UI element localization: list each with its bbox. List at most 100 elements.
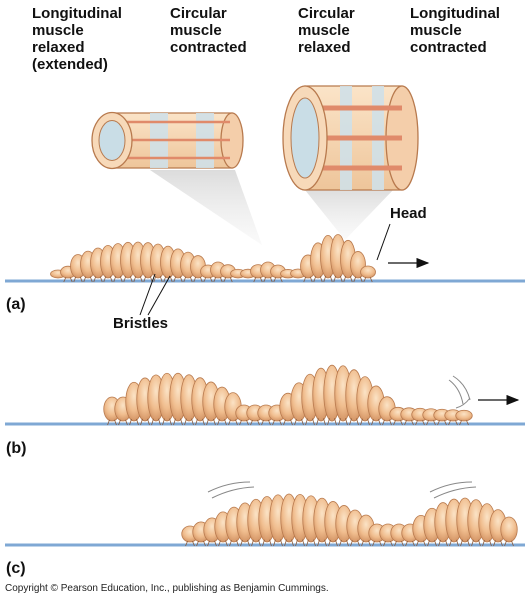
bristle	[382, 419, 385, 426]
muscle-tube-extended	[91, 111, 244, 170]
worm-segment	[455, 409, 473, 422]
bristle	[456, 539, 459, 547]
bristle	[258, 539, 261, 547]
bristle	[290, 419, 293, 426]
bristle	[247, 539, 250, 547]
bristle	[390, 540, 393, 547]
bristle	[349, 418, 352, 426]
bristle	[305, 418, 308, 426]
bristle	[422, 420, 425, 426]
bristle	[434, 540, 437, 547]
bristle	[224, 419, 227, 426]
label-longitudinal-contracted: Longitudinal muscle contracted	[410, 5, 500, 56]
bristle	[209, 277, 213, 283]
bristle	[109, 276, 113, 283]
bristle	[426, 420, 429, 426]
bristle	[368, 540, 371, 547]
worm-a	[50, 234, 376, 283]
bristle	[206, 418, 209, 426]
bristle	[151, 418, 154, 426]
bristle	[123, 276, 127, 283]
bristle	[169, 418, 172, 426]
bristle	[207, 540, 210, 547]
bristle	[193, 276, 197, 283]
bristle	[433, 420, 436, 426]
bristle	[427, 540, 430, 547]
bristle	[235, 419, 238, 426]
bristle	[169, 276, 173, 283]
bristle	[213, 418, 216, 426]
bristle	[129, 418, 132, 426]
bristle-pointer	[147, 275, 171, 316]
bristle	[313, 276, 317, 283]
bristle	[257, 420, 260, 426]
bristle	[346, 540, 349, 547]
bristle	[262, 539, 265, 547]
bristle	[404, 420, 407, 426]
bristle	[229, 277, 233, 283]
bristle	[140, 418, 143, 426]
bristle	[239, 420, 242, 426]
bristle	[357, 540, 360, 547]
bristle	[323, 418, 326, 426]
bristle	[223, 277, 227, 283]
worm-segment	[500, 516, 518, 543]
bristle	[455, 420, 458, 426]
bristle	[199, 276, 203, 283]
bristle	[139, 276, 143, 283]
bristle	[236, 540, 239, 547]
bristle	[415, 420, 418, 426]
bristle	[489, 539, 492, 547]
bristle	[189, 276, 193, 283]
bristle	[183, 276, 187, 283]
panel-label-a: (a)	[6, 296, 26, 313]
bristle	[69, 277, 73, 283]
bristle	[389, 419, 392, 426]
bristle	[448, 420, 451, 426]
bristle	[180, 418, 183, 426]
bristle	[371, 419, 374, 426]
bristle	[482, 539, 485, 547]
head-pointer-line	[376, 223, 391, 261]
bristle	[284, 539, 287, 547]
bristle	[438, 539, 441, 547]
bristle	[253, 277, 257, 283]
label-circular-contracted: Circular muscle contracted	[170, 5, 247, 56]
worm-b	[103, 364, 473, 426]
bristle	[291, 539, 294, 547]
bristle	[324, 539, 327, 547]
bristle	[214, 540, 217, 547]
bristle	[136, 418, 139, 426]
bristle	[79, 276, 83, 283]
bristle	[279, 420, 282, 426]
bristle	[73, 276, 77, 283]
bristle	[163, 276, 167, 283]
motion-swoosh	[207, 375, 477, 499]
bristle	[301, 418, 304, 426]
bristle	[113, 276, 117, 283]
bristle	[327, 418, 330, 426]
bristle	[228, 419, 231, 426]
bristle	[273, 539, 276, 547]
magnification-cone-right	[305, 188, 395, 240]
bristle	[353, 276, 357, 283]
bristle	[158, 418, 161, 426]
bristle	[159, 276, 163, 283]
bristle	[361, 540, 364, 547]
bristle	[393, 420, 396, 426]
bristle	[359, 276, 363, 283]
bristle	[394, 540, 397, 547]
bristle	[405, 540, 408, 547]
bristle	[185, 541, 188, 547]
bristle	[378, 419, 381, 426]
bristle	[343, 275, 347, 283]
bristle	[345, 418, 348, 426]
bristle	[312, 418, 315, 426]
bristle	[449, 539, 452, 547]
bristle	[460, 539, 463, 547]
bristle	[356, 418, 359, 426]
bristle	[467, 539, 470, 547]
label-circular-relaxed: Circular muscle relaxed	[298, 5, 355, 56]
bristle	[369, 277, 373, 283]
